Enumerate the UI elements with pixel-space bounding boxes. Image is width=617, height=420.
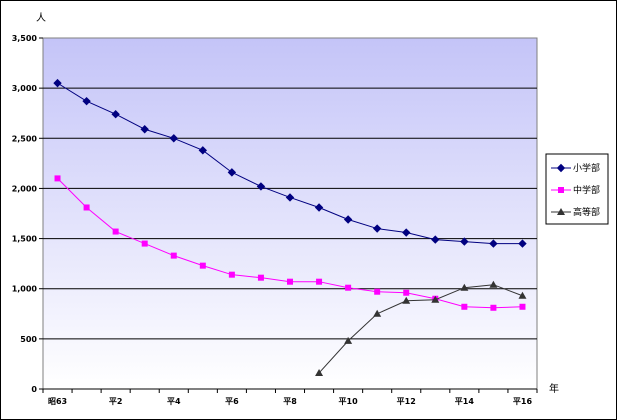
series-group: [53, 78, 527, 376]
data-point-high-school: [431, 295, 440, 303]
legend-label-junior-high: 中学部: [573, 184, 600, 196]
x-tick-label: 平12: [397, 397, 416, 406]
series-high-school: [315, 280, 527, 376]
x-tick-label: 昭63: [48, 397, 67, 406]
x-axis-unit-label: 年: [549, 382, 559, 395]
data-point-elementary: [372, 224, 382, 233]
x-tick-label: 平6: [225, 397, 239, 406]
data-point-junior-high: [228, 271, 235, 278]
y-tick-label: 0: [31, 385, 37, 394]
data-point-high-school: [460, 283, 469, 291]
plot-area: [42, 37, 538, 390]
y-tick-label: 3,500: [12, 34, 38, 43]
data-point-junior-high: [170, 252, 177, 259]
legend-label-elementary: 小学部: [573, 162, 600, 174]
data-point-elementary: [140, 125, 149, 134]
data-point-junior-high: [141, 240, 148, 247]
data-point-junior-high: [199, 262, 206, 269]
y-tick-label: 500: [20, 335, 37, 344]
x-tick-label: 平2: [109, 397, 123, 406]
data-point-high-school: [402, 296, 411, 304]
y-tick-label: 2,500: [12, 134, 38, 143]
data-point-high-school: [315, 368, 324, 376]
data-point-high-school: [344, 336, 353, 344]
data-point-elementary: [169, 134, 178, 143]
data-point-junior-high: [83, 204, 90, 211]
y-tick-label: 1,500: [12, 235, 38, 244]
y-tick-label: 1,000: [12, 285, 38, 294]
data-point-junior-high: [316, 278, 323, 285]
data-point-junior-high: [257, 274, 264, 281]
x-tick-label: 平8: [283, 397, 297, 406]
gridlines: [43, 87, 537, 340]
legend-marker-junior-high: [558, 187, 564, 193]
data-point-junior-high: [461, 303, 468, 310]
data-point-junior-high: [403, 289, 410, 296]
data-point-high-school: [489, 280, 498, 288]
data-point-elementary: [227, 168, 237, 177]
data-point-high-school: [518, 291, 527, 299]
data-point-junior-high: [112, 228, 119, 235]
x-tick-label: 平10: [339, 397, 359, 406]
data-point-elementary: [402, 228, 411, 237]
data-point-junior-high: [54, 175, 61, 182]
data-point-elementary: [53, 78, 62, 88]
series-junior-high: [54, 175, 526, 311]
data-point-elementary: [82, 96, 91, 106]
y-tick-labels: 0 500 1,000 1,500 2,000 2,500 3,000 3,500: [12, 34, 43, 394]
legend-label-high-school: 高等部: [573, 206, 600, 218]
data-point-junior-high: [345, 284, 352, 291]
data-point-elementary: [256, 182, 266, 191]
x-tick-label: 平4: [167, 397, 181, 406]
data-point-elementary: [489, 239, 498, 248]
y-tick-label: 3,000: [12, 84, 38, 93]
data-point-junior-high: [519, 303, 526, 310]
legend-marker-high-school: [557, 208, 565, 215]
data-point-high-school: [373, 309, 382, 317]
data-point-junior-high: [490, 304, 497, 311]
y-axis-unit-label: 人: [36, 12, 46, 24]
data-point-elementary: [343, 215, 353, 224]
data-point-elementary: [431, 235, 440, 244]
x-tick-label: 平14: [455, 397, 475, 406]
data-point-elementary: [111, 110, 120, 119]
data-point-elementary: [198, 146, 208, 155]
x-tick-labels: 昭63 平2 平4 平6 平8 平10 平12 平14 平16: [42, 388, 538, 406]
data-point-elementary: [314, 203, 324, 212]
data-point-junior-high: [287, 278, 293, 285]
data-point-junior-high: [374, 288, 381, 295]
data-point-elementary: [285, 193, 295, 202]
data-point-elementary: [518, 239, 527, 248]
y-tick-label: 2,000: [12, 184, 38, 193]
legend-marker-elementary: [556, 163, 566, 173]
data-point-elementary: [460, 237, 469, 246]
series-line-high-school: [318, 284, 523, 374]
x-tick-label: 平16: [513, 397, 533, 406]
series-elementary: [53, 78, 527, 248]
